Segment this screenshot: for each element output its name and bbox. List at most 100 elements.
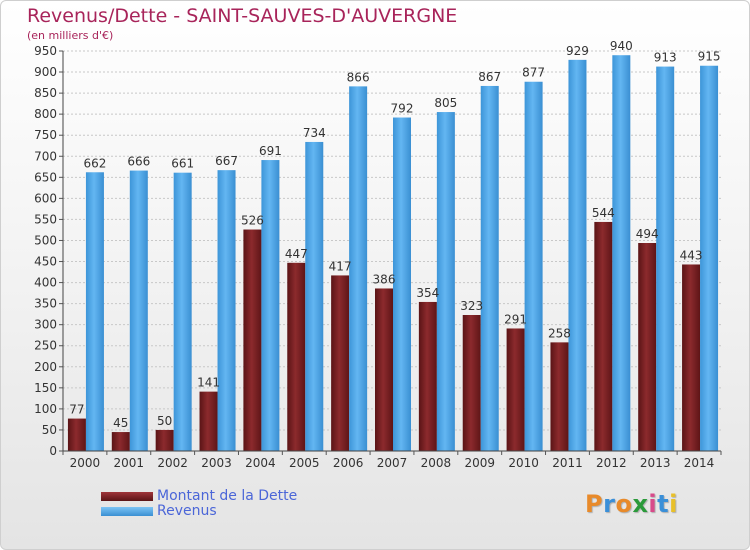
data-label-dette: 443 bbox=[680, 248, 703, 262]
x-tick-label: 2011 bbox=[552, 456, 583, 470]
legend-label-debt: Montant de la Dette bbox=[157, 488, 298, 504]
bar-dette bbox=[155, 429, 174, 451]
y-tick-label: 650 bbox=[34, 170, 57, 184]
bar-revenus bbox=[85, 172, 104, 451]
bar-dette bbox=[375, 288, 393, 451]
x-tick-label: 2009 bbox=[464, 456, 495, 470]
chart-subtitle: (en milliers d'€) bbox=[27, 29, 114, 42]
x-tick-label: 2000 bbox=[70, 456, 101, 470]
bar-dette bbox=[682, 264, 701, 451]
bar-dette bbox=[462, 315, 481, 451]
y-tick-label: 50 bbox=[42, 423, 57, 437]
y-tick-label: 800 bbox=[34, 107, 57, 121]
data-label-revenus: 866 bbox=[347, 70, 370, 84]
x-tick-label: 2005 bbox=[289, 456, 320, 470]
data-label-revenus: 929 bbox=[566, 44, 589, 58]
y-tick-label: 450 bbox=[34, 255, 57, 269]
bar-revenus bbox=[129, 170, 148, 451]
x-tick-label: 2007 bbox=[377, 456, 408, 470]
x-tick-label: 2003 bbox=[201, 456, 232, 470]
legend-swatch-revenus bbox=[101, 507, 153, 516]
y-tick-label: 500 bbox=[34, 233, 57, 247]
bar-revenus bbox=[480, 85, 499, 452]
bar-dette bbox=[331, 275, 350, 451]
bar-revenus bbox=[656, 66, 675, 451]
bar-revenus bbox=[305, 141, 324, 451]
data-label-dette: 45 bbox=[113, 416, 128, 430]
x-tick-label: 2013 bbox=[640, 456, 671, 470]
data-label-dette: 447 bbox=[285, 247, 308, 261]
y-tick-label: 250 bbox=[34, 339, 57, 353]
bar-revenus bbox=[700, 65, 719, 451]
bar-revenus bbox=[436, 112, 455, 451]
y-tick-label: 200 bbox=[34, 360, 57, 374]
bar-dette bbox=[638, 243, 657, 451]
bar-revenus bbox=[217, 170, 236, 451]
x-tick-label: 2006 bbox=[333, 456, 364, 470]
data-label-dette: 50 bbox=[157, 414, 172, 428]
data-label-dette: 526 bbox=[241, 214, 264, 228]
bar-dette bbox=[111, 432, 130, 451]
data-label-dette: 141 bbox=[197, 376, 220, 390]
x-tick-label: 2012 bbox=[596, 456, 627, 470]
bar-dette bbox=[506, 328, 525, 451]
y-tick-label: 300 bbox=[34, 318, 57, 332]
data-label-revenus: 691 bbox=[259, 144, 282, 158]
y-tick-label: 700 bbox=[34, 149, 57, 163]
data-label-revenus: 662 bbox=[83, 156, 106, 170]
x-tick-label: 2004 bbox=[245, 456, 276, 470]
bar-revenus bbox=[261, 160, 280, 452]
y-tick-label: 850 bbox=[34, 86, 57, 100]
bar-revenus bbox=[524, 81, 543, 451]
data-label-dette: 544 bbox=[592, 206, 615, 220]
data-label-revenus: 661 bbox=[171, 157, 194, 171]
y-tick-label: 950 bbox=[34, 44, 57, 58]
bar-dette bbox=[287, 262, 306, 451]
y-tick-label: 350 bbox=[34, 297, 57, 311]
bar-dette bbox=[67, 418, 86, 451]
bar-dette bbox=[594, 221, 613, 451]
legend-swatch-debt bbox=[101, 492, 153, 501]
chart-title: Revenus/Dette - SAINT-SAUVES-D'AUVERGNE bbox=[27, 5, 458, 27]
y-tick-label: 600 bbox=[34, 191, 57, 205]
data-label-dette: 494 bbox=[636, 227, 659, 241]
y-tick-label: 100 bbox=[34, 402, 57, 416]
y-tick-label: 750 bbox=[34, 128, 57, 142]
data-label-dette: 417 bbox=[329, 259, 352, 273]
bar-revenus bbox=[612, 55, 631, 452]
bar-dette bbox=[418, 301, 437, 451]
proxiti-logo: Proxiti bbox=[585, 490, 678, 518]
y-tick-label: 0 bbox=[49, 444, 57, 458]
x-tick-label: 2002 bbox=[157, 456, 188, 470]
y-tick-label: 550 bbox=[34, 212, 57, 226]
data-label-revenus: 940 bbox=[610, 39, 633, 53]
data-label-dette: 291 bbox=[504, 312, 527, 326]
bar-dette bbox=[243, 229, 262, 451]
data-label-revenus: 915 bbox=[698, 50, 721, 64]
data-label-revenus: 867 bbox=[478, 70, 501, 84]
bar-dette bbox=[199, 391, 218, 451]
y-tick-label: 400 bbox=[34, 276, 57, 290]
data-label-dette: 258 bbox=[548, 326, 571, 340]
data-label-dette: 323 bbox=[460, 299, 483, 313]
data-label-dette: 354 bbox=[416, 286, 439, 300]
bar-revenus bbox=[349, 86, 368, 452]
data-label-revenus: 734 bbox=[303, 126, 326, 140]
bar-revenus bbox=[568, 59, 587, 452]
x-tick-label: 2010 bbox=[508, 456, 539, 470]
data-label-revenus: 913 bbox=[654, 51, 677, 65]
x-tick-label: 2001 bbox=[114, 456, 145, 470]
legend-label-revenus: Revenus bbox=[157, 503, 217, 519]
data-label-dette: 77 bbox=[69, 403, 84, 417]
data-label-revenus: 667 bbox=[215, 154, 238, 168]
y-tick-label: 900 bbox=[34, 65, 57, 79]
bar-revenus bbox=[173, 172, 192, 451]
data-label-revenus: 666 bbox=[127, 155, 150, 169]
bar-dette bbox=[550, 342, 569, 451]
data-label-dette: 386 bbox=[373, 272, 396, 286]
x-tick-label: 2008 bbox=[421, 456, 452, 470]
data-label-revenus: 805 bbox=[434, 96, 457, 110]
x-tick-label: 2014 bbox=[684, 456, 715, 470]
